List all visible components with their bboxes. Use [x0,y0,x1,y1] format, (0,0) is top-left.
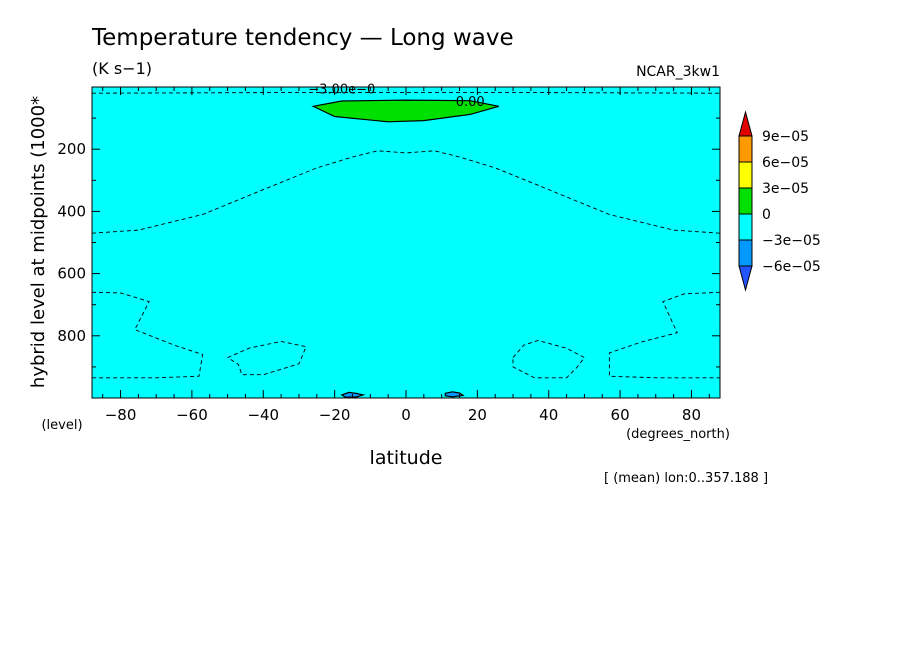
colorbar-segment [738,187,753,215]
y-tick-label: 200 [57,140,86,158]
x-tick-label: 0 [401,406,411,424]
contour-left-inner-loop [227,340,307,376]
colorbar-label: −3e−05 [762,233,821,249]
x-tick-label: 80 [682,406,701,424]
x-tick-label: −20 [319,406,351,424]
contour-upper-negative-contour [91,150,721,234]
x-axis-ticks: −80 −60 −40 −20 0 20 40 60 80 [102,87,710,424]
x-tick-label: −40 [247,406,279,424]
contour-left-lower-contour [91,291,204,379]
colorbar-label: −6e−05 [762,259,821,275]
chart-title: Temperature tendency — Long wave [91,25,514,51]
x-tick-label: −60 [176,406,208,424]
plot-background [92,87,720,398]
colorbar-label: 3e−05 [762,181,809,197]
x-tick-label: 40 [539,406,558,424]
colorbar-label: 9e−05 [762,129,809,145]
plot-area: −3.00e−0 0.00 [91,83,721,399]
contour-near-top-negative-contour [91,92,721,94]
contour-labels: −3.00e−0 0.00 [308,83,484,110]
colorbar-label: 6e−05 [762,155,809,171]
x-axis-units: (degrees_north) [626,427,730,442]
colorbar-label: 0 [762,207,771,223]
contour-label-1: 0.00 [456,95,485,110]
y-tick-label: 400 [57,202,86,220]
colorbar-segment [738,213,753,241]
x-tick-label: −80 [105,406,137,424]
contour-lines [91,92,721,379]
units-label: (K s−1) [92,59,152,78]
colorbar: 9e−05 6e−05 3e−05 0 −3e−05 −6e−05 [738,110,821,292]
dataset-label: NCAR_3kw1 [636,64,720,80]
contour-right-lower-contour [608,291,721,379]
footnote: [ (mean) lon:0..357.188 ] [604,471,768,486]
region-negative-minus3e-05-to-minus6e-05-b [444,391,465,398]
y-axis-ticks: 200 400 600 800 [57,117,720,368]
contour-right-inner-loop [512,340,586,379]
region-positive-0-to-3e-05 [311,99,499,123]
colorbar-segment [738,239,753,267]
filled-regions [311,99,499,398]
colorbar-segment [738,161,753,189]
y-axis-units: (level) [41,418,82,433]
contour-label-0: −3.00e−0 [308,83,375,98]
colorbar-segment [738,135,753,163]
x-axis-label: latitude [370,447,443,469]
x-tick-label: 60 [611,406,630,424]
colorbar-top-arrow [738,110,753,137]
y-axis-label: hybrid level at midpoints (1000* [28,96,49,388]
x-tick-label: 20 [468,406,487,424]
y-tick-label: 600 [57,265,86,283]
colorbar-bottom-arrow [738,265,753,292]
y-tick-label: 800 [57,327,86,345]
